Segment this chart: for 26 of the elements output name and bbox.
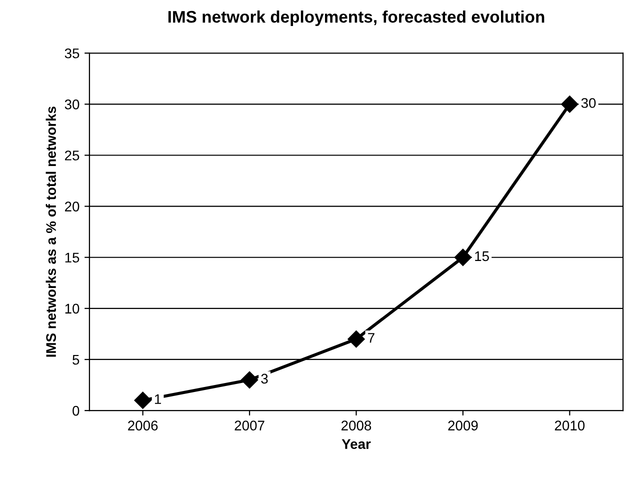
y-tick-label: 15 — [65, 252, 80, 263]
point — [240, 371, 258, 388]
x-tick-label: 2010 — [554, 420, 585, 430]
data-label: 1 — [154, 394, 161, 404]
x-tick-label: 2008 — [341, 420, 372, 430]
data-label: 7 — [368, 333, 374, 343]
x-tick-label: 2009 — [448, 420, 478, 430]
data-label: 15 — [475, 251, 489, 262]
y-tick-label: 30 — [64, 100, 80, 110]
point — [561, 96, 578, 113]
point — [348, 330, 365, 348]
x-tick-label: 2006 — [128, 420, 158, 430]
y-tick-label: 25 — [64, 150, 80, 160]
y-tick-label: 0 — [72, 406, 80, 416]
y-tick-label: 35 — [64, 48, 80, 58]
y-tick-label: 10 — [65, 304, 80, 314]
x-tick-label: 2007 — [234, 420, 264, 430]
point — [134, 392, 152, 409]
y-axis-title: IMS networks as a % of total networks — [46, 106, 56, 357]
x-axis-title: Year — [342, 439, 371, 449]
y-tick-label: 5 — [72, 354, 80, 365]
data-label: 30 — [581, 98, 596, 108]
chart-title: IMS network deployments, forecasted evolution — [168, 10, 544, 26]
point — [454, 248, 472, 266]
y-tick-label: 20 — [64, 202, 80, 212]
data-label: 3 — [261, 374, 268, 384]
